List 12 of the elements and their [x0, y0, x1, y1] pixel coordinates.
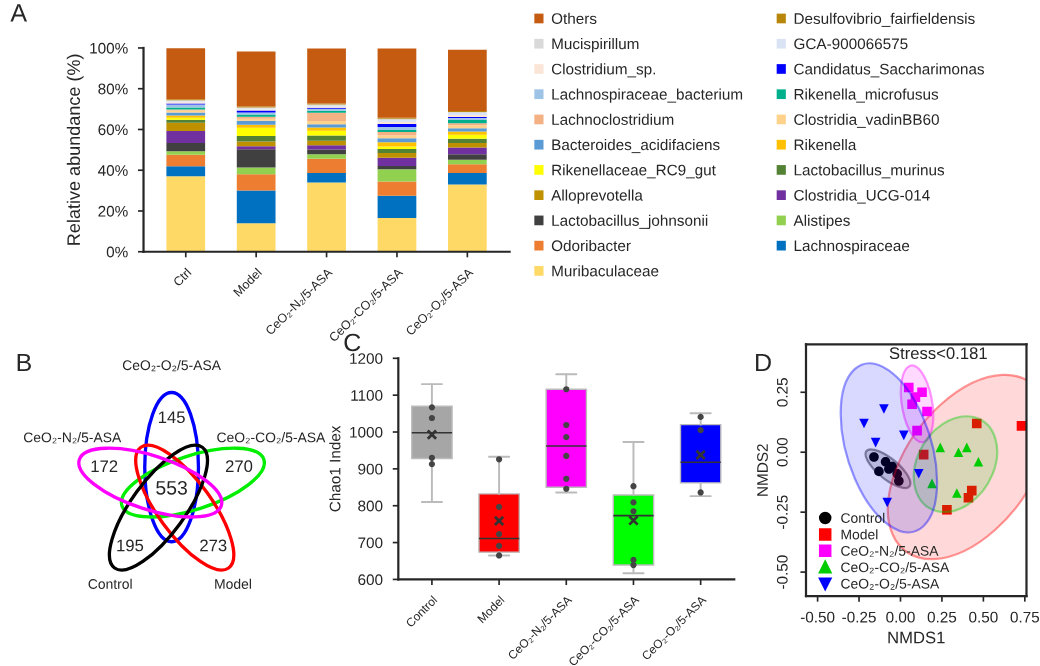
data-label: 172: [91, 460, 118, 472]
text: B: [17, 353, 31, 372]
chart-title: D: [756, 353, 771, 372]
chart-title: A: [10, 4, 28, 22]
text: 553: [156, 480, 187, 495]
data-label: 145: [158, 411, 185, 424]
y-axis-title: Relative abundance (%): [66, 54, 84, 245]
data-label: 270: [225, 460, 253, 473]
data-label: 195: [117, 539, 144, 552]
x-axis-title: NMDS1: [888, 631, 945, 644]
data-label: 273: [200, 539, 227, 552]
annotation: Stress<0.181: [889, 347, 987, 360]
